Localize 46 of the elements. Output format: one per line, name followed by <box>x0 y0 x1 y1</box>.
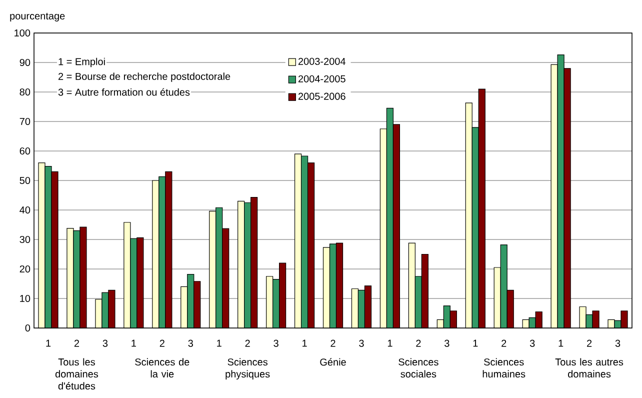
y-axis-title: pourcentage <box>10 12 65 22</box>
annotation: 1 = Emploi <box>58 58 105 68</box>
y-tick-label: 20 <box>20 265 30 273</box>
y-tick-label: 40 <box>20 206 30 214</box>
x-tick-label: 2 <box>160 340 164 347</box>
x-tick-label: 1 <box>46 340 51 347</box>
y-tick-label: 10 <box>20 294 30 302</box>
annotation: 3 = Autre formation ou études <box>58 88 190 96</box>
y-tick-label: 90 <box>20 58 30 66</box>
x-tick-label: 2 <box>416 340 421 347</box>
y-tick-label: 70 <box>20 118 30 126</box>
x-tick-label: 3 <box>359 340 364 347</box>
text: Tous les autres domaines <box>555 358 624 378</box>
x-tick-label: 1 <box>302 340 307 347</box>
x-tick-label: 3 <box>615 340 620 347</box>
x-tick-label: 3 <box>274 340 278 347</box>
text: Sciences physiques <box>226 358 270 380</box>
legend-label: 2003-2004 <box>298 58 346 65</box>
legend-label: 2004-2005 <box>298 75 346 82</box>
x-tick-label: 3 <box>188 340 193 347</box>
x-tick-label: 2 <box>74 340 80 347</box>
x-tick-label: 3 <box>102 340 108 347</box>
y-tick-label: 100 <box>14 29 30 37</box>
y-tick-label: 60 <box>20 147 30 155</box>
x-tick-label: 1 <box>473 340 478 347</box>
y-tick-label: 0 <box>25 324 30 332</box>
x-tick-label: 2 <box>330 340 336 347</box>
x-tick-label: 2 <box>245 340 250 347</box>
x-tick-label: 1 <box>558 340 564 347</box>
x-tick-label: 2 <box>502 340 506 347</box>
x-tick-label: 1 <box>217 340 222 347</box>
y-tick-label: 80 <box>20 88 30 96</box>
text: Sciences humaines <box>482 358 526 378</box>
annotation: 2 = Bourse de recherche postdoctorale <box>58 72 230 82</box>
text: Sciences de la vie <box>135 358 190 378</box>
text: Tous les domaines d'études <box>55 358 98 390</box>
y-tick-label: 50 <box>20 176 30 184</box>
text: Génie <box>320 358 346 366</box>
x-tick-label: 2 <box>587 340 592 347</box>
legend-label: 2005-2006 <box>298 92 346 100</box>
text: Sciences sociales <box>398 358 438 378</box>
y-tick-label: 30 <box>20 236 30 244</box>
x-tick-label: 1 <box>388 340 392 347</box>
x-tick-label: 1 <box>132 340 136 347</box>
x-tick-label: 3 <box>444 340 450 347</box>
x-tick-label: 3 <box>530 340 535 347</box>
